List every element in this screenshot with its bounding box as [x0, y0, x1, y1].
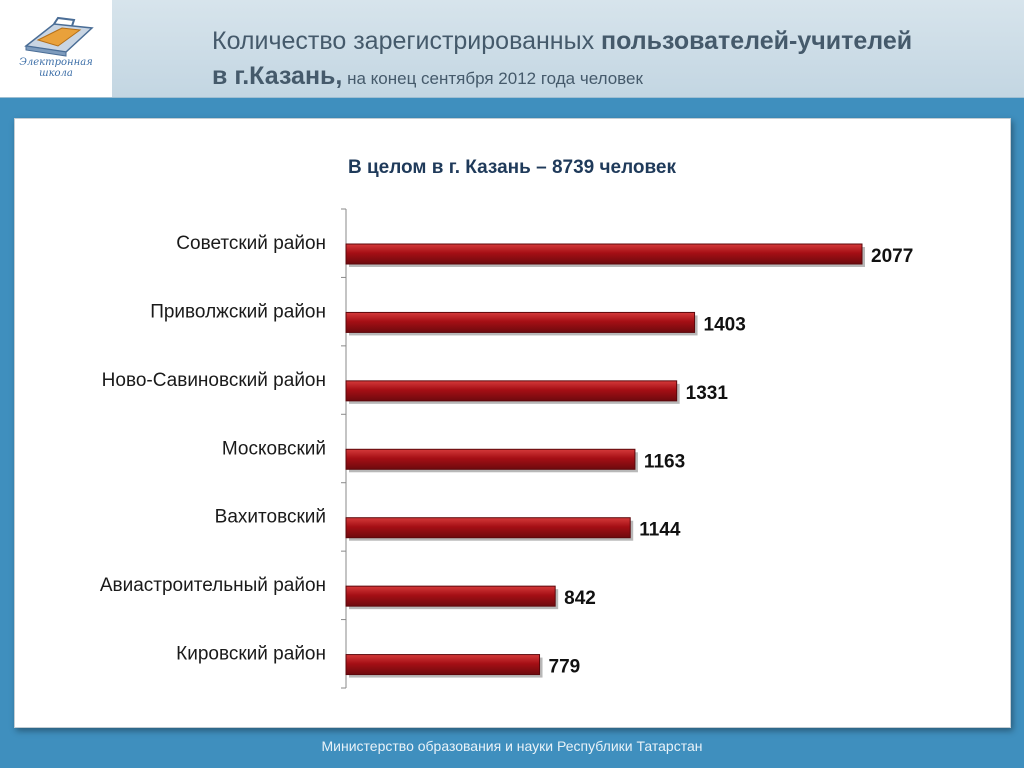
title-part1: Количество зарегистрированных [212, 27, 602, 55]
bar [345, 380, 678, 402]
data-label: 1163 [644, 451, 685, 472]
footer-text: Министерство образования и науки Республ… [321, 738, 703, 754]
data-label: 1403 [704, 314, 746, 335]
data-label: 1331 [686, 383, 729, 404]
logo-text: Электронная школа [8, 57, 104, 79]
logo: Электронная школа [0, 0, 112, 97]
logo-line1: Электронная [19, 57, 93, 68]
bar [345, 311, 696, 333]
chart-title: В целом в г. Казань – 8739 человек [347, 157, 677, 178]
bar [345, 517, 631, 539]
category-label: Авиастроительный район [100, 575, 326, 596]
category-label: Советский район [176, 233, 326, 254]
category-label: Приволжский район [150, 301, 326, 322]
title-part1-bold: пользователей-учителей [601, 27, 913, 55]
title-part2-bold: в г.Казань, [212, 62, 343, 90]
chart-panel [14, 118, 1011, 728]
category-label: Ново-Савиновский район [102, 370, 326, 391]
page-title-line2: в г.Казань, на конец сентября 2012 года … [212, 62, 643, 91]
data-label: 2077 [871, 246, 913, 267]
bar [345, 448, 636, 470]
header-band [0, 0, 1024, 98]
data-label: 1144 [639, 520, 681, 541]
data-label: 779 [549, 657, 581, 678]
bar [345, 243, 863, 265]
bar [345, 585, 556, 607]
data-label: 842 [564, 588, 596, 609]
category-label: Кировский район [176, 644, 326, 665]
category-label: Вахитовский [215, 507, 326, 528]
logo-line2: школа [39, 68, 73, 79]
page-title-line1: Количество зарегистрированных пользовате… [212, 27, 912, 56]
title-part2: на конец сентября 2012 года человек [342, 69, 643, 88]
category-label: Московский [222, 438, 326, 459]
bar [345, 654, 541, 676]
briefcase-logo-icon [24, 16, 94, 57]
